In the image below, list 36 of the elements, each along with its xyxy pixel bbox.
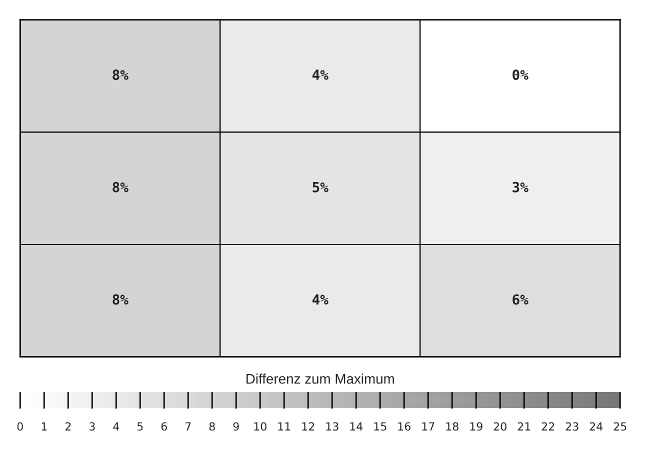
color-bar-label: 2	[65, 422, 71, 430]
color-bar-label: 5	[137, 422, 143, 431]
color-bar-label: 12	[302, 422, 314, 430]
color-bar-label: 16	[398, 422, 410, 431]
color-bar-label: 6	[161, 422, 167, 431]
color-bar-label: 22	[542, 422, 554, 430]
color-bar-label: 7	[186, 422, 191, 430]
data-label: 0%	[512, 70, 528, 80]
data-label: 8%	[112, 70, 128, 80]
color-bar-label: 20	[494, 422, 506, 431]
data-label: 8%	[112, 294, 128, 305]
color-bar-label: 24	[590, 422, 603, 430]
color-bar-label: 9	[233, 422, 239, 431]
color-bar-label: 8	[209, 422, 215, 431]
data-label: 5%	[312, 182, 328, 192]
color-bar-label: 11	[278, 422, 290, 430]
data-label: 4%	[312, 294, 328, 305]
color-bar-label: 10	[254, 422, 266, 431]
color-bar-label: 23	[566, 422, 578, 431]
color-bar-label: 18	[446, 422, 458, 431]
color-bar-label: 4	[113, 422, 120, 430]
color-bar-label: 3	[89, 422, 95, 431]
color-bar-label: 13	[326, 422, 338, 431]
color-bar-label: 19	[470, 422, 482, 431]
data-label: 3%	[512, 182, 528, 192]
color-bar-label: 1	[42, 422, 47, 430]
color-bar-label: 14	[350, 422, 363, 430]
color-bar-label: 17	[422, 422, 434, 430]
color-bar-label: 15	[374, 422, 386, 431]
color-bar-label: 21	[518, 422, 530, 430]
data-label: 4%	[312, 70, 328, 80]
color-bar-label: 25	[614, 422, 626, 431]
data-label: 8%	[112, 182, 128, 192]
color-bar-label: 0	[17, 422, 23, 431]
data-label: 6%	[512, 294, 528, 305]
color-bar-title: Differenz zum Maximum	[246, 374, 394, 384]
